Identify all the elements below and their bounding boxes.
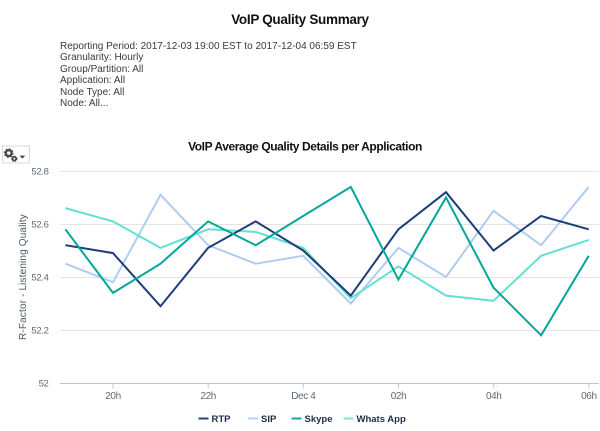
svg-text:Skype: Skype: [305, 414, 333, 425]
svg-text:52.6: 52.6: [31, 220, 48, 231]
svg-text:RTP: RTP: [212, 414, 232, 425]
svg-text:20h: 20h: [105, 391, 121, 402]
svg-text:52: 52: [39, 379, 49, 390]
svg-text:52.2: 52.2: [31, 326, 48, 337]
svg-text:02h: 02h: [391, 391, 407, 402]
svg-text:Dec 4: Dec 4: [291, 391, 316, 402]
svg-text:Whats App: Whats App: [357, 414, 406, 425]
svg-text:06h: 06h: [581, 391, 597, 402]
svg-text:SIP: SIP: [261, 414, 277, 425]
svg-text:VoIP Average Quality Details p: VoIP Average Quality Details per Applica…: [188, 139, 422, 153]
svg-text:22h: 22h: [200, 391, 216, 402]
svg-text:52.8: 52.8: [31, 167, 48, 178]
svg-text:52.4: 52.4: [31, 273, 48, 284]
svg-text:R-Factor - Listening Quality: R-Factor - Listening Quality: [18, 214, 29, 340]
svg-text:04h: 04h: [486, 391, 502, 402]
